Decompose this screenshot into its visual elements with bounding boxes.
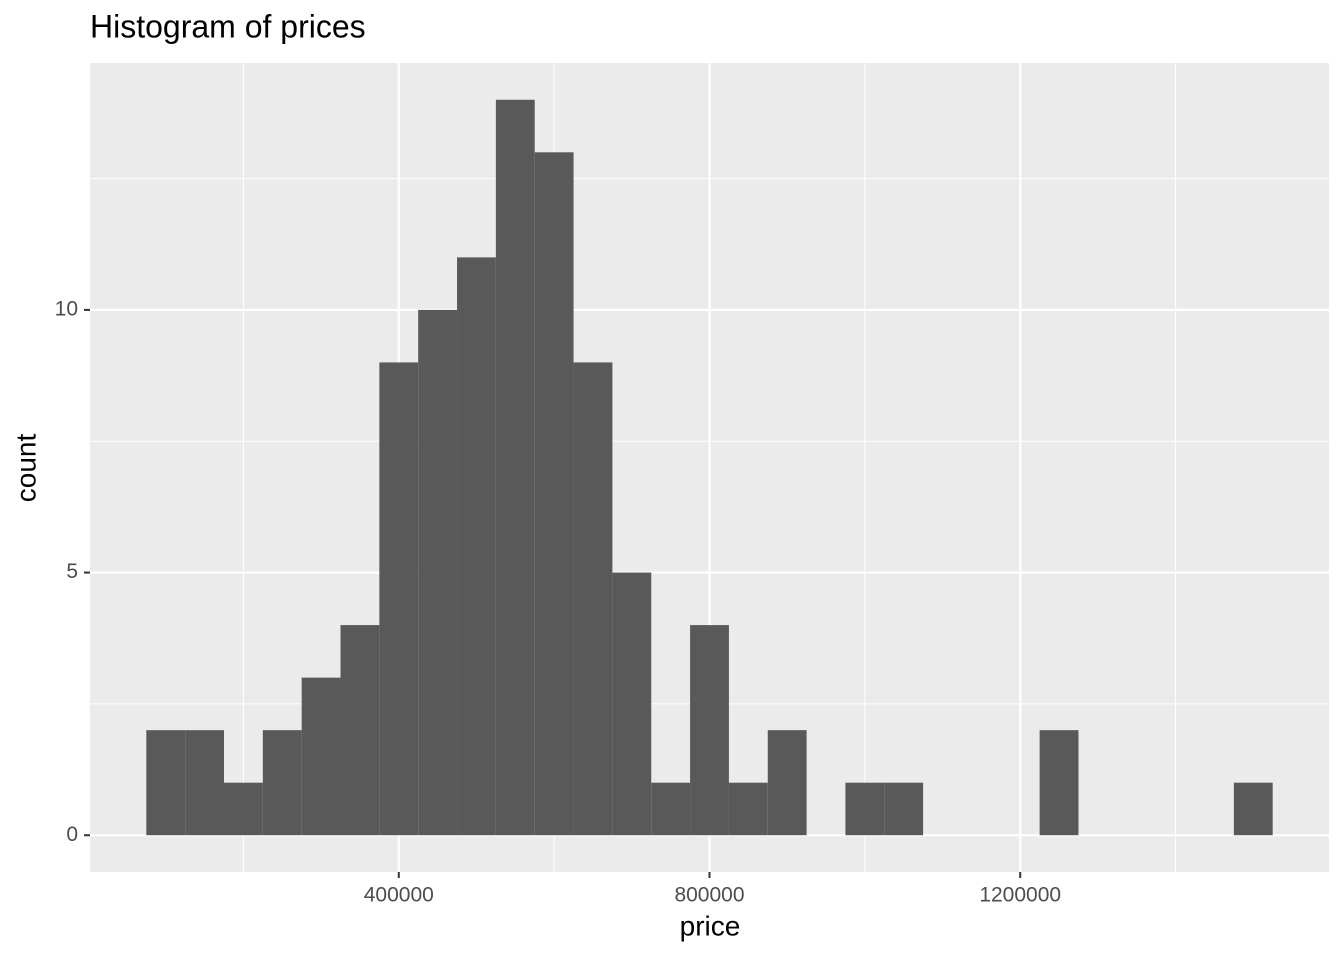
y-axis-label: count	[10, 434, 41, 503]
y-tick-label: 0	[66, 823, 78, 846]
histogram-bar	[146, 730, 186, 836]
histogram-bar	[767, 730, 807, 836]
histogram-bar	[495, 99, 535, 836]
x-tick-label: 1200000	[979, 884, 1061, 907]
histogram-bar	[418, 309, 458, 836]
x-tick-label: 400000	[364, 884, 434, 907]
histogram-bar	[340, 625, 380, 836]
histogram-bar	[728, 782, 768, 836]
histogram-bar	[262, 730, 302, 836]
x-tick-label: 800000	[674, 884, 744, 907]
histogram-bar	[223, 782, 263, 836]
y-tick-label: 10	[55, 297, 78, 320]
histogram-bar	[301, 677, 341, 836]
histogram-bar	[845, 782, 885, 836]
histogram-bar	[185, 730, 224, 836]
x-axis-label: price	[680, 910, 741, 941]
histogram-bar	[534, 152, 574, 836]
histogram-bar	[573, 362, 613, 836]
histogram-bar	[379, 362, 419, 836]
chart-title: Histogram of prices	[90, 8, 366, 44]
histogram-bar	[651, 782, 691, 836]
y-tick-label: 5	[66, 560, 78, 583]
histogram-bar	[457, 257, 496, 836]
histogram-bar	[1233, 782, 1273, 836]
histogram-bar	[690, 625, 729, 836]
histogram-bar	[1039, 730, 1079, 836]
histogram-bar	[612, 572, 652, 836]
histogram-bar	[884, 782, 924, 836]
